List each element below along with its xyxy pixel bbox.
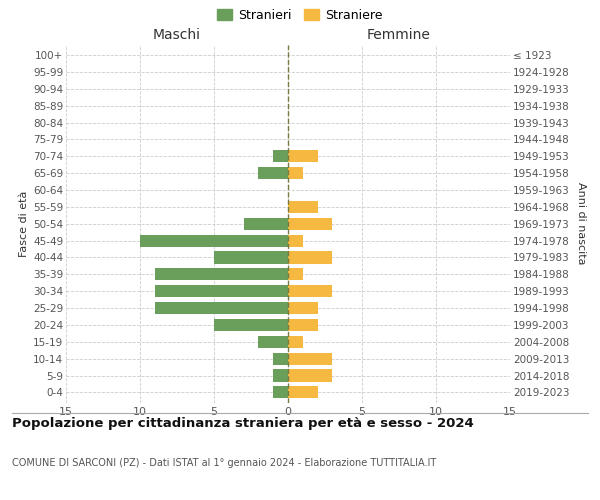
Bar: [288, 336, 303, 348]
Bar: [273, 386, 288, 398]
Bar: [140, 234, 288, 246]
Y-axis label: Fasce di età: Fasce di età: [19, 190, 29, 257]
Text: Popolazione per cittadinanza straniera per età e sesso - 2024: Popolazione per cittadinanza straniera p…: [12, 418, 474, 430]
Bar: [288, 234, 303, 246]
Bar: [214, 252, 288, 264]
Bar: [288, 285, 332, 298]
Text: Femmine: Femmine: [367, 28, 431, 42]
Bar: [288, 352, 332, 364]
Legend: Stranieri, Straniere: Stranieri, Straniere: [215, 6, 386, 24]
Y-axis label: Anni di nascita: Anni di nascita: [576, 182, 586, 265]
Bar: [288, 386, 317, 398]
Bar: [259, 336, 288, 348]
Bar: [288, 218, 332, 230]
Bar: [288, 150, 317, 162]
Bar: [155, 285, 288, 298]
Bar: [155, 302, 288, 314]
Bar: [288, 167, 303, 179]
Bar: [288, 268, 303, 280]
Bar: [288, 252, 332, 264]
Bar: [288, 201, 317, 213]
Text: Maschi: Maschi: [153, 28, 201, 42]
Bar: [214, 319, 288, 331]
Bar: [288, 319, 317, 331]
Bar: [273, 352, 288, 364]
Bar: [288, 302, 317, 314]
Bar: [259, 167, 288, 179]
Bar: [273, 150, 288, 162]
Bar: [273, 370, 288, 382]
Bar: [244, 218, 288, 230]
Bar: [288, 370, 332, 382]
Text: COMUNE DI SARCONI (PZ) - Dati ISTAT al 1° gennaio 2024 - Elaborazione TUTTITALIA: COMUNE DI SARCONI (PZ) - Dati ISTAT al 1…: [12, 458, 436, 468]
Bar: [155, 268, 288, 280]
